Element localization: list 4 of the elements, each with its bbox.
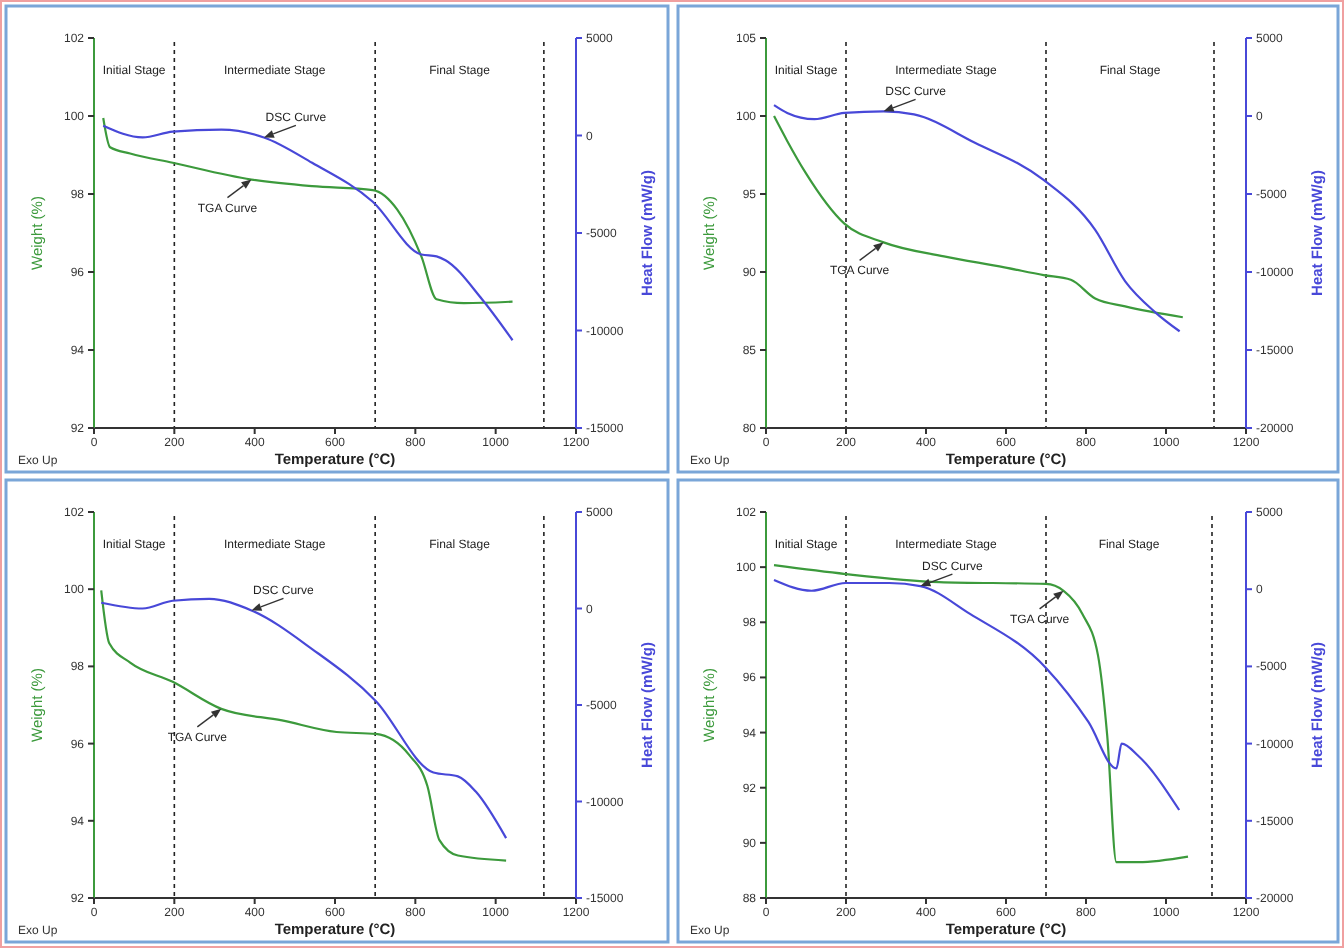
line-series: [772, 564, 1190, 864]
line-series: [102, 116, 514, 305]
line-series: [102, 124, 514, 342]
line-series: [772, 578, 1181, 812]
